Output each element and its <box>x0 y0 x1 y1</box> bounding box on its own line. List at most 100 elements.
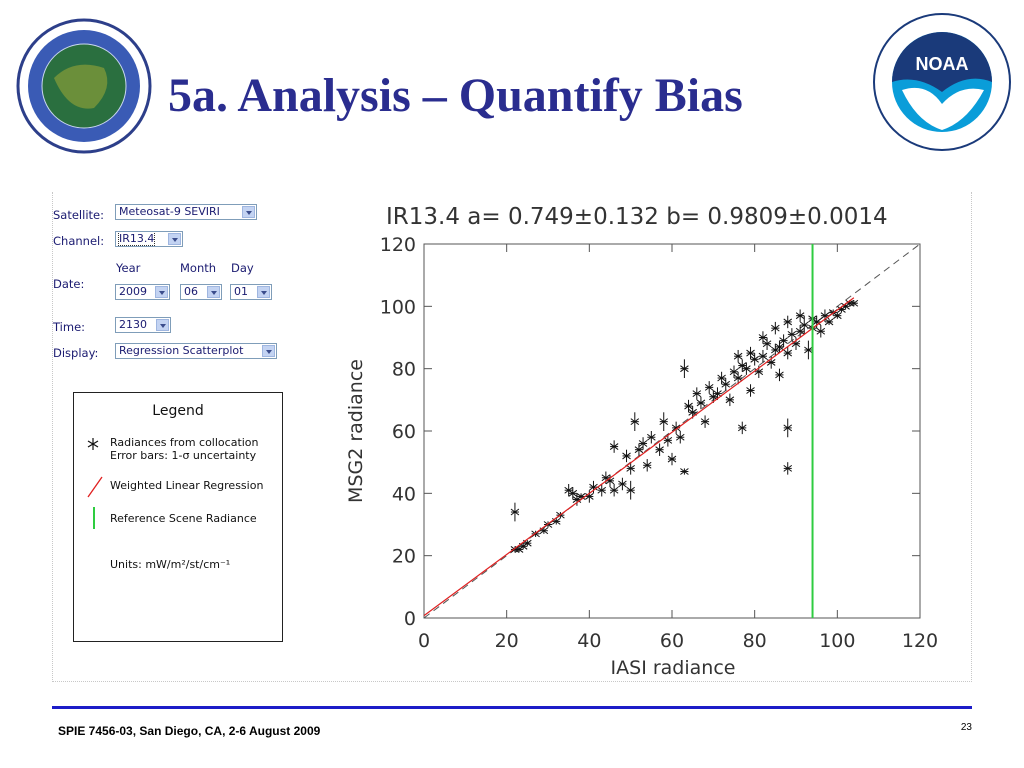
data-point <box>647 431 656 444</box>
data-point <box>746 384 755 397</box>
data-point <box>804 340 813 360</box>
y-tick-labels: 0 20 40 60 80 100 120 <box>380 234 416 630</box>
regression-scatterplot: IR13.4 a= 0.749±0.132 b= 0.9809±0.0014 0… <box>345 204 938 679</box>
time-label: Time: <box>53 320 86 334</box>
x-tick-label: 0 <box>418 630 430 652</box>
content-panel <box>52 192 972 682</box>
data-point <box>758 349 768 363</box>
footer-divider <box>52 706 972 709</box>
data-point <box>704 381 714 394</box>
data-point <box>675 431 685 444</box>
y-tick-label: 40 <box>392 483 416 505</box>
display-label: Display: <box>53 346 99 360</box>
channel-select[interactable]: IR13.4 <box>115 231 183 247</box>
data-point <box>775 340 784 354</box>
data-point <box>622 449 631 463</box>
y-tick-label: 0 <box>404 608 416 630</box>
data-point <box>605 474 615 488</box>
y-tick-label: 120 <box>380 234 416 256</box>
legend-item-regression: Weighted Linear Regression <box>110 479 264 492</box>
legend-units: Units: mW/m²/st/cm⁻¹ <box>110 558 231 571</box>
data-point <box>762 337 772 350</box>
year-label: Year <box>116 261 141 275</box>
y-tick-label: 20 <box>392 546 416 568</box>
data-point <box>795 309 805 322</box>
data-point <box>833 312 842 320</box>
noaa-brand-text: NOAA <box>916 54 969 74</box>
data-point <box>737 421 747 435</box>
asterisk-marker-icon <box>87 438 99 450</box>
satellite-value: Meteosat-9 SEVIRI <box>119 205 220 218</box>
legend-item-reference: Reference Scene Radiance <box>110 512 257 525</box>
month-label: Month <box>180 261 217 275</box>
legend-item-collocation: Radiances from collocation Error bars: 1… <box>110 436 259 462</box>
data-point <box>692 387 702 400</box>
chevron-down-icon <box>168 233 181 245</box>
chevron-down-icon <box>257 286 270 298</box>
footer-citation: SPIE 7456-03, San Diego, CA, 2-6 August … <box>58 724 321 738</box>
legend-title: Legend <box>152 403 204 419</box>
month-select[interactable]: 06 <box>180 284 222 300</box>
data-point <box>609 440 619 453</box>
regression-line <box>423 297 855 617</box>
data-point <box>791 337 801 350</box>
data-point <box>742 362 751 375</box>
data-point <box>680 468 689 475</box>
data-point <box>630 412 640 431</box>
display-value: Regression Scatterplot <box>119 344 244 357</box>
data-point <box>696 396 706 410</box>
data-point <box>729 365 739 379</box>
data-point <box>680 359 689 379</box>
data-point <box>733 349 743 363</box>
data-point <box>795 325 805 338</box>
x-tick-labels: 0 20 40 60 80 100 120 <box>418 630 938 652</box>
satellite-select[interactable]: Meteosat-9 SEVIRI <box>115 204 257 220</box>
red-regression-line-icon <box>87 476 103 498</box>
data-point <box>576 493 586 500</box>
chevron-down-icon <box>156 319 169 331</box>
green-reference-line-icon <box>93 507 95 529</box>
data-point <box>725 393 735 407</box>
data-point <box>750 353 759 366</box>
channel-value: IR13.4 <box>117 232 156 246</box>
gsics-logo <box>16 18 152 154</box>
x-tick-label: 60 <box>660 630 684 652</box>
day-select[interactable]: 01 <box>230 284 272 300</box>
data-point <box>783 315 793 329</box>
data-point <box>626 462 635 475</box>
display-select[interactable]: Regression Scatterplot <box>115 343 277 359</box>
data-point <box>568 487 578 500</box>
data-point <box>663 434 673 447</box>
data-point <box>671 421 681 435</box>
time-value: 2130 <box>119 318 147 331</box>
data-point <box>655 443 664 456</box>
page-title: 5a. Analysis – Quantify Bias <box>168 69 743 122</box>
y-tick-label: 100 <box>380 296 416 318</box>
year-select[interactable]: 2009 <box>115 284 170 300</box>
y-axis-label: MSG2 radiance <box>345 359 367 503</box>
data-point <box>659 412 669 431</box>
day-value: 01 <box>234 285 248 298</box>
chart-title: IR13.4 a= 0.749±0.132 b= 0.9809±0.0014 <box>386 204 888 230</box>
noaa-logo: NOAA <box>873 13 1011 151</box>
chevron-down-icon <box>207 286 220 298</box>
time-select[interactable]: 2130 <box>115 317 171 333</box>
data-point <box>758 331 768 344</box>
satellite-label: Satellite: <box>53 208 104 222</box>
data-point <box>717 371 726 385</box>
x-tick-label: 20 <box>495 630 519 652</box>
data-point <box>733 371 743 385</box>
data-point <box>684 399 693 413</box>
year-value: 2009 <box>119 285 147 298</box>
data-point <box>783 462 793 475</box>
data-point <box>746 346 755 360</box>
page-number: 23 <box>960 722 972 733</box>
x-tick-label: 40 <box>577 630 601 652</box>
data-point <box>634 443 644 456</box>
data-point <box>849 299 859 307</box>
data-point <box>783 346 793 360</box>
x-tick-label: 100 <box>819 630 855 652</box>
data-point <box>820 309 830 322</box>
data-point <box>799 315 809 335</box>
x-axis-label: IASI radiance <box>611 657 736 679</box>
